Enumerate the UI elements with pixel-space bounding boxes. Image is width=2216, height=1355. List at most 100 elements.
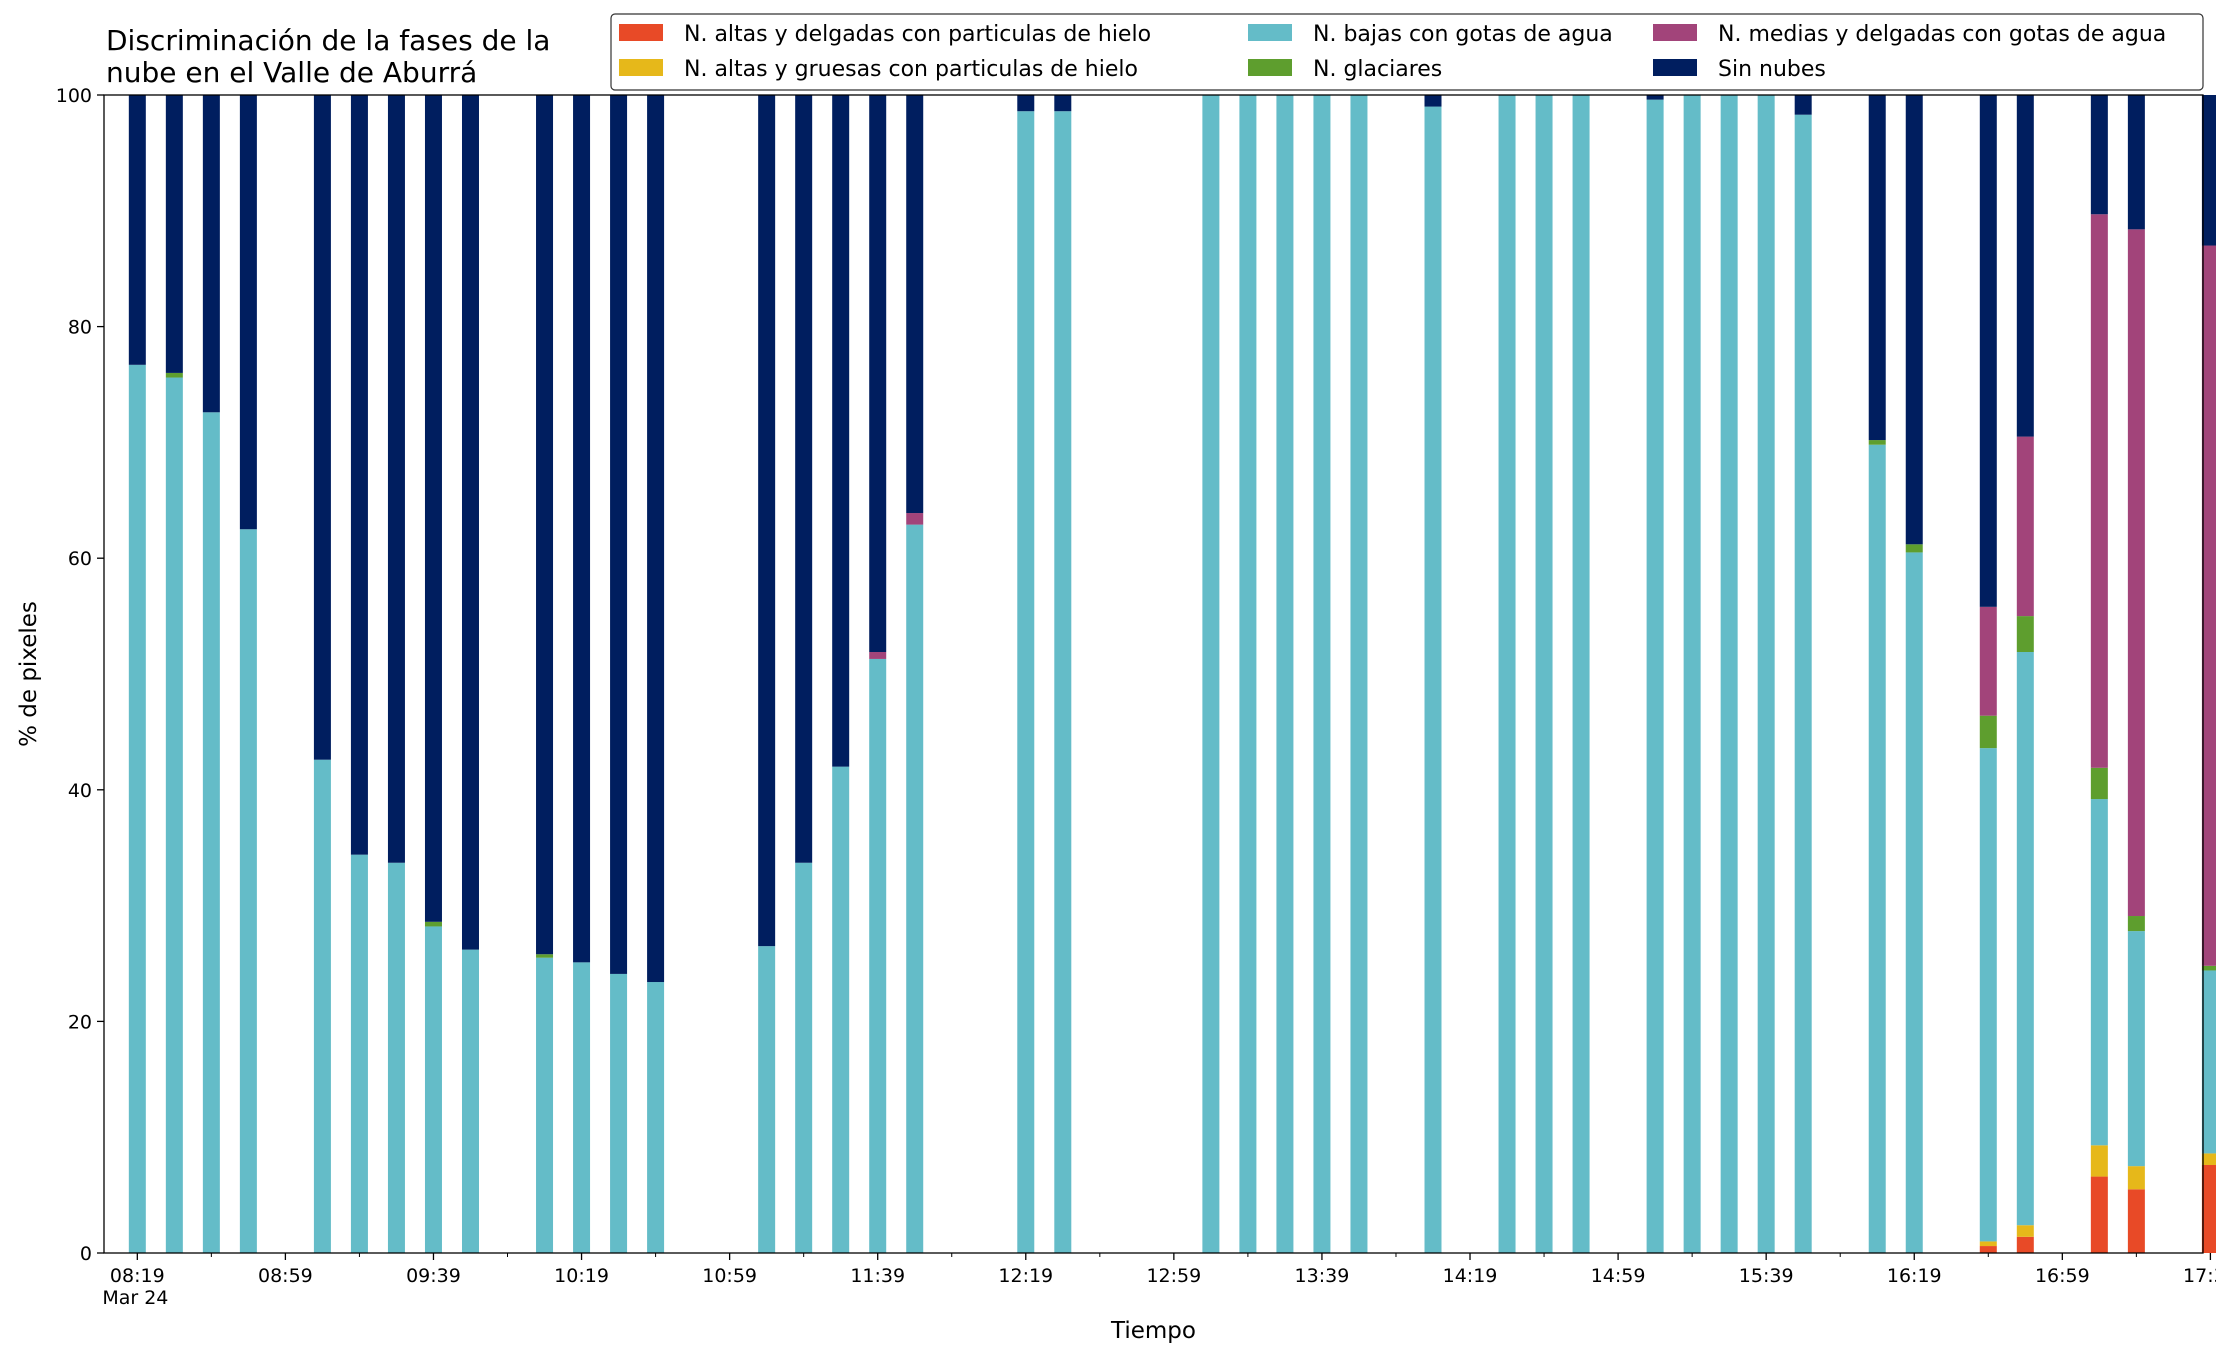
x-tick-label: 10:19 bbox=[554, 1265, 609, 1287]
bar-segment bbox=[2090, 95, 2108, 215]
bar-group bbox=[2016, 95, 2034, 1253]
x-tick-label: 11:39 bbox=[850, 1265, 905, 1287]
bar-segment bbox=[2127, 1166, 2145, 1190]
bar-group bbox=[1350, 95, 1368, 1253]
x-tick-label: 08:19 bbox=[110, 1265, 165, 1287]
x-tick-label: 16:19 bbox=[1887, 1265, 1942, 1287]
bar-segment bbox=[239, 95, 257, 530]
chart-title: Discriminación de la fases de la bbox=[106, 24, 550, 57]
bar-segment bbox=[461, 949, 479, 1253]
legend-label: N. glaciares bbox=[1313, 57, 1442, 82]
bar-group bbox=[165, 95, 183, 1253]
bar-group bbox=[1535, 95, 1553, 1253]
bar-segment bbox=[2090, 767, 2108, 800]
bar-segment bbox=[573, 962, 591, 1253]
bar-segment bbox=[536, 954, 554, 958]
bar-group bbox=[795, 95, 813, 1253]
x-tick-label: 14:59 bbox=[1591, 1265, 1646, 1287]
bar-segment bbox=[869, 658, 887, 1253]
bar-segment bbox=[165, 372, 183, 378]
bar-segment bbox=[2016, 616, 2034, 652]
bar-segment bbox=[1868, 95, 1886, 441]
bar-segment bbox=[1683, 95, 1701, 1253]
y-tick-label: 0 bbox=[80, 1243, 92, 1265]
bar-segment bbox=[1313, 95, 1331, 1253]
plot-frame bbox=[103, 94, 2204, 1254]
bar-segment bbox=[2201, 965, 2216, 971]
x-tick-label: 17:39 bbox=[2183, 1265, 2216, 1287]
bar-segment bbox=[906, 513, 924, 525]
bar-group bbox=[2090, 95, 2108, 1253]
bar-group bbox=[202, 95, 220, 1253]
bar-group bbox=[1720, 95, 1738, 1253]
bar-segment bbox=[647, 982, 665, 1253]
bar-segment bbox=[424, 921, 442, 927]
bar-segment bbox=[1979, 606, 1997, 716]
legend-swatch bbox=[619, 24, 663, 41]
bar-segment bbox=[165, 377, 183, 1253]
bar-segment bbox=[2127, 931, 2145, 1167]
bar-segment bbox=[1868, 444, 1886, 1254]
bar-group bbox=[239, 95, 257, 1253]
y-tick-label: 60 bbox=[68, 548, 92, 570]
bar-group bbox=[1202, 95, 1220, 1253]
bar-group bbox=[1239, 95, 1257, 1253]
bar-group bbox=[1646, 95, 1664, 1253]
axes-layer bbox=[97, 94, 2212, 1260]
bar-segment bbox=[1017, 95, 1035, 112]
bar-segment bbox=[1979, 1241, 1997, 1247]
bar-segment bbox=[2127, 916, 2145, 932]
legend-box bbox=[610, 13, 2204, 91]
bar-segment bbox=[2201, 95, 2216, 246]
x-tick-label: 12:59 bbox=[1146, 1265, 1201, 1287]
x-tick-label: 16:59 bbox=[2035, 1265, 2090, 1287]
bar-segment bbox=[313, 759, 331, 1253]
x-tick-label: 09:39 bbox=[406, 1265, 461, 1287]
bar-segment bbox=[2090, 1145, 2108, 1177]
bar-segment bbox=[1350, 95, 1368, 1253]
y-tick-label: 20 bbox=[68, 1011, 92, 1033]
x-axis-label: Tiempo bbox=[1110, 1318, 1196, 1344]
legend-swatch bbox=[1653, 59, 1697, 76]
legend-label: N. bajas con gotas de agua bbox=[1313, 22, 1613, 47]
x-date-label: Mar 24 bbox=[102, 1287, 168, 1309]
bar-segment bbox=[1646, 95, 1664, 100]
bar-group bbox=[2127, 95, 2145, 1253]
bar-segment bbox=[2127, 229, 2145, 917]
bar-segment bbox=[832, 95, 850, 767]
legend-label: N. altas y delgadas con particulas de hi… bbox=[684, 22, 1151, 47]
legend-swatch bbox=[1248, 59, 1292, 76]
bar-segment bbox=[1239, 95, 1257, 1253]
bar-group bbox=[1794, 95, 1812, 1254]
legend: N. altas y delgadas con particulas de hi… bbox=[610, 13, 2204, 91]
bar-group bbox=[869, 95, 887, 1253]
bar-segment bbox=[1535, 95, 1553, 1253]
bar-segment bbox=[350, 95, 368, 855]
bar-segment bbox=[758, 95, 776, 947]
bar-segment bbox=[610, 95, 628, 974]
bar-segment bbox=[795, 95, 813, 863]
x-tick-label: 10:59 bbox=[702, 1265, 757, 1287]
bar-group bbox=[1683, 95, 1701, 1253]
bar-segment bbox=[1054, 95, 1072, 112]
bar-segment bbox=[128, 364, 146, 1253]
bar-segment bbox=[2127, 95, 2145, 230]
chart-title: nube en el Valle de Aburrá bbox=[106, 56, 477, 89]
bar-segment bbox=[2016, 95, 2034, 437]
bar-segment bbox=[1794, 114, 1812, 1254]
bar-segment bbox=[2201, 1164, 2216, 1253]
legend-label: Sin nubes bbox=[1718, 57, 1826, 82]
bar-segment bbox=[461, 95, 479, 950]
bar-segment bbox=[1498, 95, 1516, 1253]
text-layer: 0 20 40 60 80 100 08:19 08:59 09:39 10:19 10:59 11:… bbox=[16, 24, 2216, 1344]
bar-segment bbox=[2090, 214, 2108, 768]
bar-segment bbox=[239, 529, 257, 1253]
bar-segment bbox=[1646, 99, 1664, 1253]
bar-group bbox=[832, 95, 850, 1253]
bar-segment bbox=[2127, 1189, 2145, 1253]
bar-group bbox=[1905, 95, 1923, 1253]
bar-segment bbox=[1905, 544, 1923, 553]
bar-segment bbox=[573, 95, 591, 963]
